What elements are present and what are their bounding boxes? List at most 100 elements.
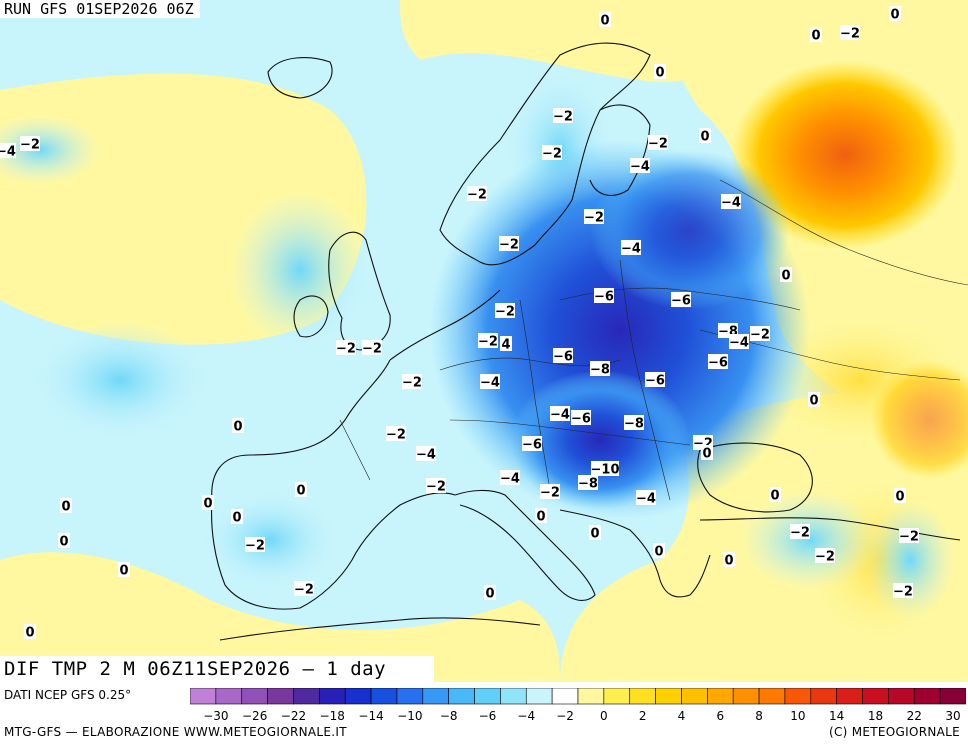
contour-value: −2 bbox=[499, 238, 519, 253]
contour-label: −2 bbox=[478, 333, 498, 350]
contour-label: −6 bbox=[671, 292, 691, 309]
legend-swatch bbox=[448, 688, 475, 705]
contour-value: −2 bbox=[893, 585, 913, 600]
contour-label: 0 bbox=[295, 482, 307, 499]
legend-tick-label: −14 bbox=[358, 709, 383, 723]
contour-label: −4 bbox=[630, 158, 650, 175]
legend-tick-label: 30 bbox=[945, 709, 960, 723]
contour-label: −2 bbox=[648, 135, 668, 152]
contour-label: −8 bbox=[590, 361, 610, 378]
contour-value: −6 bbox=[594, 290, 614, 305]
contour-label: 0 bbox=[654, 64, 666, 81]
cool-anomaly-areas bbox=[0, 70, 955, 620]
contour-label: 0 bbox=[889, 6, 901, 23]
contour-label: −2 bbox=[840, 25, 860, 42]
contour-value: −8 bbox=[590, 363, 610, 378]
contour-label: 0 bbox=[808, 392, 820, 409]
contour-label: −4 bbox=[0, 143, 16, 160]
legend-tick-label: −4 bbox=[517, 709, 535, 723]
contour-label: 0 bbox=[699, 128, 711, 145]
legend-tick-label: 0 bbox=[600, 709, 608, 723]
contour-label: −2 bbox=[815, 548, 835, 565]
contour-label: −4 bbox=[636, 490, 656, 507]
legend-tick-label: 4 bbox=[678, 709, 686, 723]
legend-tick-label: −18 bbox=[320, 709, 345, 723]
contour-label: 0 bbox=[723, 552, 735, 569]
legend-swatch bbox=[707, 688, 734, 705]
legend-tick-label: 8 bbox=[755, 709, 763, 723]
legend-swatch bbox=[525, 688, 553, 705]
contour-value: −4 bbox=[500, 472, 520, 487]
legend-swatch bbox=[681, 688, 708, 705]
contour-label: −4 bbox=[550, 406, 570, 423]
legend-swatch bbox=[732, 688, 760, 705]
contour-label: −6 bbox=[645, 372, 665, 389]
contour-label: −6 bbox=[594, 288, 614, 305]
contour-value: −2 bbox=[899, 530, 919, 545]
contour-value: −2 bbox=[542, 147, 562, 162]
contour-value: −6 bbox=[571, 412, 591, 427]
contour-value: −2 bbox=[362, 342, 382, 357]
contour-label: 4 bbox=[500, 336, 512, 353]
map-title: DIF TMP 2 M 06Z11SEP2026 — 1 day bbox=[0, 656, 434, 682]
contour-value: −2 bbox=[584, 211, 604, 226]
contour-label: −2 bbox=[495, 303, 515, 320]
contour-label: 0 bbox=[202, 495, 214, 512]
legend-tick-label: 2 bbox=[639, 709, 647, 723]
contour-value: −2 bbox=[294, 583, 314, 598]
credit-left: MTG-GFS — ELABORAZIONE WWW.METEOGIORNALE… bbox=[4, 725, 347, 739]
contour-label: 0 bbox=[118, 562, 130, 579]
legend-swatch bbox=[241, 688, 268, 705]
contour-value: −2 bbox=[336, 342, 356, 357]
contour-label: 0 bbox=[232, 418, 244, 435]
legend-tick-label: 6 bbox=[716, 709, 724, 723]
contour-label: 0 bbox=[60, 498, 72, 515]
contour-value: −2 bbox=[478, 335, 498, 350]
contour-value: 0 bbox=[485, 587, 494, 602]
contour-label: 0 bbox=[894, 488, 906, 505]
contour-label: −2 bbox=[553, 108, 573, 125]
contour-value: −4 bbox=[0, 145, 16, 160]
contour-label: 0 bbox=[701, 445, 713, 462]
color-legend: −30 −26 −22 −18 −14 −10 −8 −6 −4 −2 0 2 4 6 8 10 14 18 22 3… bbox=[190, 688, 966, 723]
contour-value: 0 bbox=[233, 420, 242, 435]
legend-swatch bbox=[836, 688, 863, 705]
legend-swatch bbox=[810, 688, 837, 705]
contour-value: 0 bbox=[890, 8, 899, 23]
contour-value: −2 bbox=[553, 110, 573, 125]
legend-tick-label: −26 bbox=[242, 709, 267, 723]
legend-tick-label: −2 bbox=[556, 709, 574, 723]
contour-label: 0 bbox=[484, 585, 496, 602]
legend-swatch bbox=[758, 688, 786, 705]
contour-value: 0 bbox=[702, 447, 711, 462]
contour-value: 0 bbox=[59, 535, 68, 550]
contour-value: −2 bbox=[245, 539, 265, 554]
contour-label: −2 bbox=[20, 136, 40, 153]
contour-label: −2 bbox=[386, 426, 406, 443]
temperature-anomaly-map: 0 0 0 −2 0 −2 −2 0 −2 −4 −2 −4 −2 −4 −2 −2 −4 0 −6 −6 −2 −8 −2… bbox=[0, 0, 968, 682]
contour-value: −2 bbox=[815, 550, 835, 565]
contour-value: 0 bbox=[203, 497, 212, 512]
contour-label: 0 bbox=[810, 27, 822, 44]
contour-label: −2 bbox=[540, 484, 560, 501]
contour-value: 0 bbox=[119, 564, 128, 579]
contour-value: −6 bbox=[553, 350, 573, 365]
legend-swatch bbox=[396, 688, 424, 705]
legend-swatch bbox=[422, 688, 449, 705]
contour-label: 0 bbox=[780, 267, 792, 284]
contour-label: −10 bbox=[591, 461, 619, 478]
contour-value: −2 bbox=[467, 188, 487, 203]
contour-value: 0 bbox=[600, 14, 609, 29]
contour-value: −6 bbox=[522, 438, 542, 453]
legend-swatch bbox=[551, 688, 579, 705]
data-source-label: DATI NCEP GFS 0.25° bbox=[4, 688, 132, 702]
contour-value: 0 bbox=[25, 626, 34, 641]
legend-swatch bbox=[888, 688, 915, 705]
legend-swatch bbox=[344, 688, 372, 705]
legend-swatch bbox=[319, 688, 346, 705]
contour-value: 0 bbox=[811, 29, 820, 44]
contour-label: 0 bbox=[589, 525, 601, 542]
contour-label: −4 bbox=[480, 374, 500, 391]
contour-value: −2 bbox=[20, 138, 40, 153]
legend-swatch bbox=[267, 688, 294, 705]
